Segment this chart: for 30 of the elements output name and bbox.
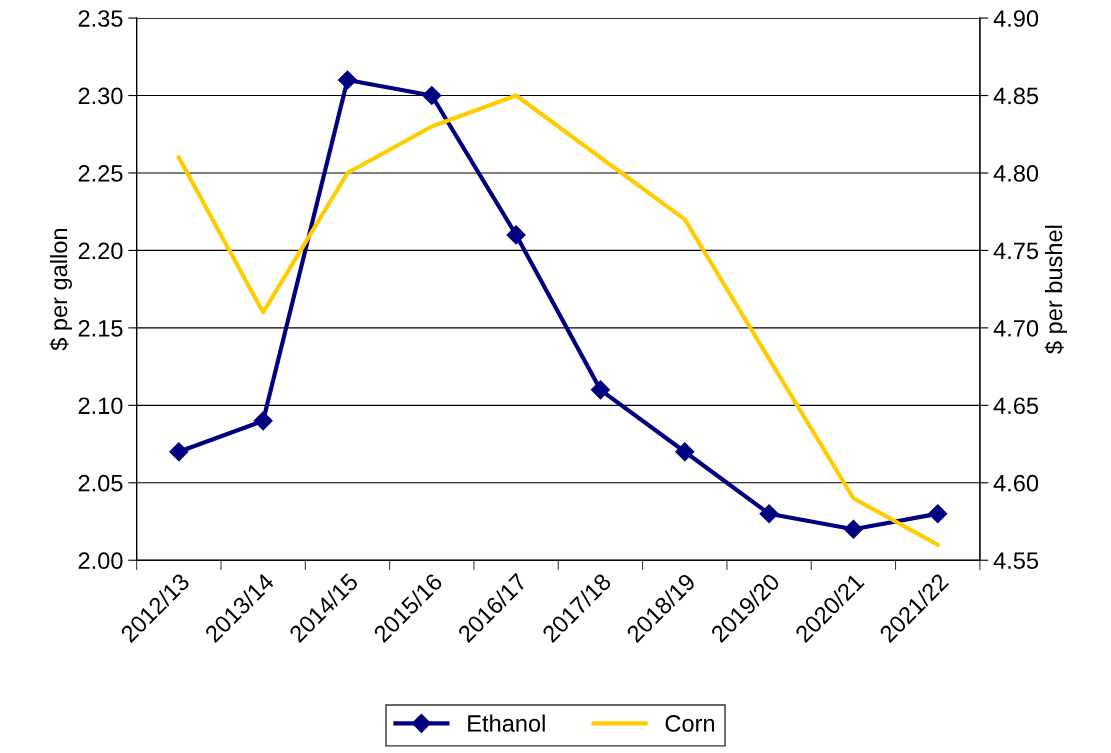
point [422, 85, 442, 106]
y2-tick-label: 4.70 [993, 319, 1039, 337]
point [506, 225, 526, 245]
y-tick-label: 2.25 [78, 165, 123, 182]
point [675, 442, 695, 462]
legend-label: Ethanol [468, 714, 545, 732]
y2-tick-label: 4.90 [993, 10, 1039, 27]
y2-tick-label: 4.55 [993, 552, 1039, 570]
y-tick-label: 2.00 [78, 552, 123, 570]
legend-label: Corn [665, 715, 715, 732]
point [759, 504, 779, 524]
y2-tick-label: 4.65 [993, 397, 1039, 415]
y-axis-title: $ per gallon [49, 228, 72, 351]
point [169, 442, 189, 462]
y-tick-label: 2.05 [78, 474, 123, 492]
y-tick-label: 2.30 [78, 87, 123, 105]
point [843, 519, 863, 539]
y2-tick-label: 4.60 [993, 474, 1039, 492]
point [253, 411, 273, 431]
point [928, 504, 948, 524]
y-tick-label: 2.15 [78, 319, 123, 337]
point [590, 380, 610, 400]
y-tick-label: 2.35 [78, 10, 123, 27]
y2-tick-label: 4.75 [993, 242, 1039, 260]
point [337, 70, 357, 90]
y2-tick-label: 4.80 [993, 165, 1039, 182]
y2-tick-label: 4.85 [993, 87, 1039, 105]
y-tick-label: 2.20 [78, 242, 123, 260]
y2-axis-title: $ per bushel [1044, 225, 1067, 354]
y-tick-label: 2.10 [78, 397, 123, 415]
